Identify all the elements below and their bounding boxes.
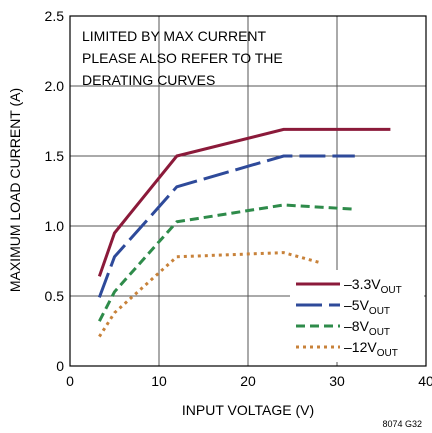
series-lines bbox=[97, 127, 391, 338]
legend-label-1: –5VOUT bbox=[344, 297, 390, 317]
series-line-2 bbox=[98, 203, 355, 322]
y-tick-label-4: 2.0 bbox=[45, 78, 65, 94]
y-tick-label-0: 0 bbox=[56, 358, 64, 374]
series-line-3 bbox=[98, 251, 320, 338]
y-tick-label-3: 1.5 bbox=[45, 148, 65, 164]
figure-id: 8074 G32 bbox=[382, 419, 422, 429]
axes: 0 10 20 30 40 0 0.5 1.0 1.5 2.0 2.5 bbox=[45, 8, 432, 389]
x-tick-label-0: 0 bbox=[66, 373, 74, 389]
x-tick-label-1: 10 bbox=[151, 373, 167, 389]
x-axis-label: INPUT VOLTAGE (V) bbox=[182, 402, 314, 418]
legend-label-2: –8VOUT bbox=[344, 318, 390, 338]
legend-label-3: –12VOUT bbox=[344, 339, 398, 359]
y-tick-label-2: 1.0 bbox=[45, 218, 65, 234]
legend: –3.3VOUT–5VOUT–8VOUT–12VOUT bbox=[290, 270, 424, 362]
series-line-0 bbox=[97, 127, 391, 277]
annotation-line-2: PLEASE ALSO REFER TO THE bbox=[82, 50, 283, 66]
series-line-1 bbox=[97, 154, 355, 298]
x-tick-label-4: 40 bbox=[418, 373, 432, 389]
annotation: LIMITED BY MAX CURRENT PLEASE ALSO REFER… bbox=[82, 28, 283, 88]
y-tick-label-5: 2.5 bbox=[45, 8, 65, 24]
y-axis-label: MAXIMUM LOAD CURRENT (A) bbox=[7, 88, 23, 292]
x-tick-label-3: 30 bbox=[329, 373, 345, 389]
annotation-line-1: LIMITED BY MAX CURRENT bbox=[82, 28, 267, 44]
x-tick-label-2: 20 bbox=[240, 373, 256, 389]
y-tick-label-1: 0.5 bbox=[45, 288, 65, 304]
legend-label-0: –3.3VOUT bbox=[344, 276, 402, 296]
grid bbox=[70, 16, 426, 366]
plot-frame bbox=[69, 15, 427, 367]
annotation-line-3: DERATING CURVES bbox=[82, 72, 215, 88]
